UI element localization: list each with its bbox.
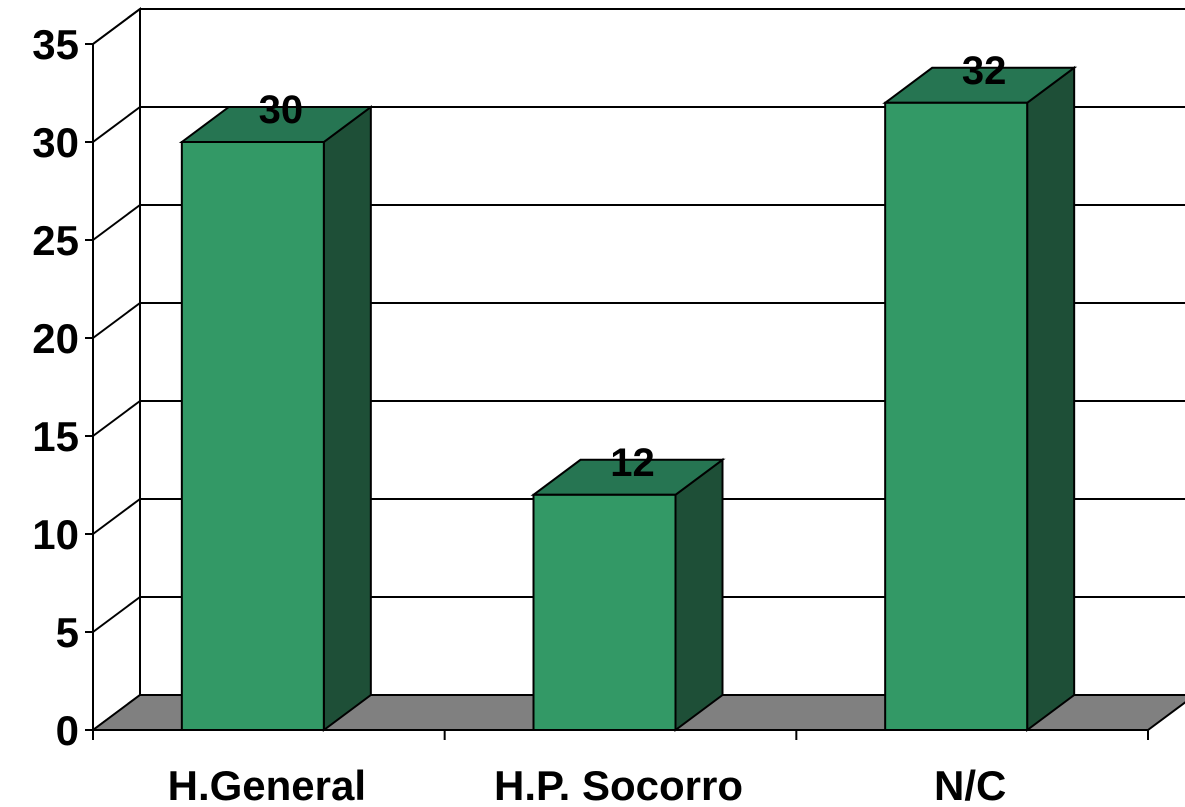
data-label: 32	[962, 49, 1007, 93]
y-tick-label: 30	[32, 119, 79, 166]
y-tick-label: 35	[32, 21, 79, 68]
data-label: 12	[610, 441, 655, 485]
bar-front	[182, 142, 324, 730]
y-tick-label: 20	[32, 315, 79, 362]
labels: 0 5 10 15 20 25 30 35 30 H.General 12 H.P. Socorro 3…	[32, 21, 1006, 807]
bar	[885, 68, 1074, 730]
data-label: 30	[259, 88, 304, 132]
y-tick-label: 0	[56, 707, 79, 754]
x-tick-label: H.P. Socorro	[494, 762, 743, 807]
bar-side	[676, 460, 723, 730]
y-tick-label: 5	[56, 609, 79, 656]
x-tick-label: N/C	[934, 762, 1006, 807]
y-tick-label: 10	[32, 511, 79, 558]
bar	[534, 460, 723, 730]
y-tick-label: 15	[32, 413, 79, 460]
side-wall	[93, 9, 140, 730]
bar	[182, 107, 371, 730]
bar-side	[1027, 68, 1074, 730]
bar-side	[324, 107, 371, 730]
bar-front	[534, 495, 676, 730]
bar-front	[885, 103, 1027, 730]
x-tick-label: H.General	[168, 762, 366, 807]
bars	[182, 68, 1074, 730]
y-tick-label: 25	[32, 217, 79, 264]
